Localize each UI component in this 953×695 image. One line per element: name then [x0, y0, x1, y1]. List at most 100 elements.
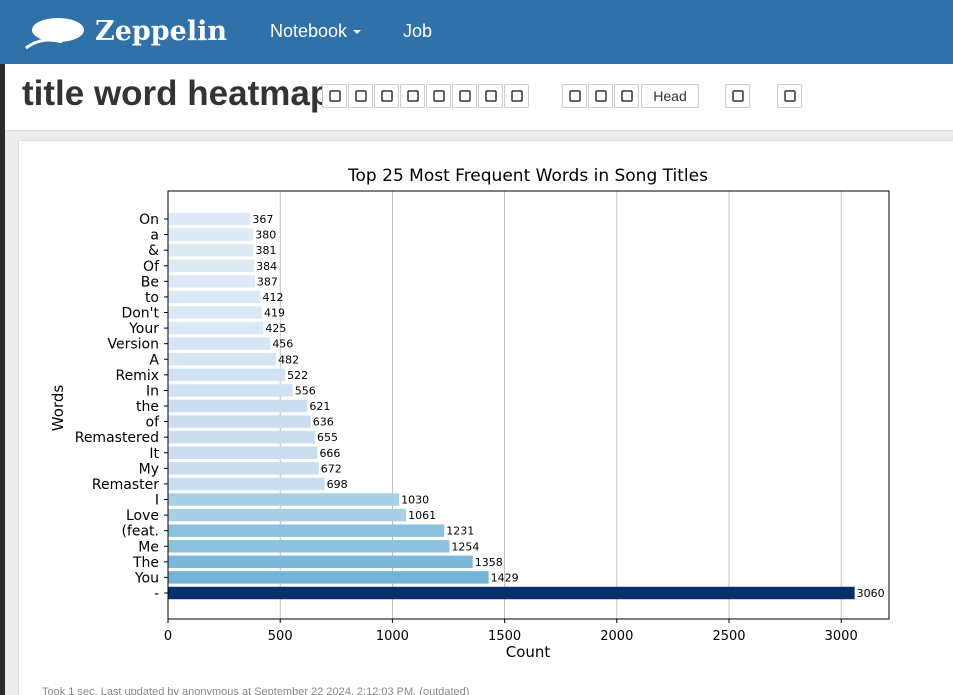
value-label: 1429: [491, 571, 519, 584]
icon: [381, 90, 393, 102]
bar: [168, 321, 264, 335]
notebook-title[interactable]: title word heatmap: [22, 74, 332, 113]
x-tick-label: 1000: [376, 629, 409, 644]
toolbar-button[interactable]: [504, 84, 529, 108]
y-tick-label: -: [154, 586, 159, 602]
bar: [168, 259, 255, 272]
value-label: 621: [309, 400, 330, 413]
icon: [511, 90, 523, 102]
bar: [168, 306, 263, 319]
x-tick-label: 500: [268, 629, 293, 644]
toolbar-button[interactable]: [322, 84, 347, 108]
y-tick-label: You: [134, 570, 159, 586]
toolbar-button[interactable]: [562, 84, 587, 108]
value-label: 419: [264, 307, 285, 320]
toolbar-button[interactable]: [588, 84, 613, 108]
y-tick-label: Be: [141, 274, 159, 290]
caret: [353, 30, 362, 35]
y-tick-label: Me: [138, 539, 159, 555]
bar: [168, 399, 308, 413]
y-tick-label: It: [149, 446, 159, 462]
value-label: 556: [295, 384, 316, 397]
y-tick-label: the: [136, 399, 159, 415]
y-tick-label: Love: [126, 508, 159, 524]
bar: [168, 524, 445, 537]
value-label: 1030: [401, 494, 429, 507]
menu-label[interactable]: Notebook: [270, 21, 348, 41]
toolbar-button[interactable]: [614, 84, 639, 108]
y-tick-label: Remix: [115, 368, 159, 384]
left-edge: [0, 64, 5, 695]
display-mode[interactable]: Head: [641, 84, 699, 108]
value-label: 522: [287, 369, 308, 382]
x-tick-label: 3000: [825, 629, 858, 644]
y-tick-label: A: [149, 352, 159, 368]
paragraph: Top 25 Most Frequent Words in Song Title…: [19, 141, 953, 695]
menu-notebook[interactable]: Notebook: [270, 21, 362, 42]
value-label: 482: [278, 353, 299, 366]
x-tick-label: 2000: [600, 629, 633, 644]
bar: [168, 337, 271, 350]
bar: [168, 430, 315, 444]
bar: [168, 243, 254, 257]
value-label: 384: [256, 260, 277, 273]
y-tick-label: In: [146, 383, 159, 399]
value-label: 380: [255, 229, 276, 242]
paragraph-footer: Took 1 sec. Last updated by anonymous at…: [42, 686, 470, 695]
icon: [433, 90, 445, 102]
value-label: 3060: [857, 587, 885, 600]
y-tick-label: Version: [108, 337, 159, 353]
y-tick-label: My: [139, 461, 159, 477]
bar: [168, 415, 311, 428]
y-tick-label: Remastered: [75, 430, 159, 446]
toolbar-button[interactable]: [725, 84, 750, 108]
bar: [168, 555, 473, 569]
bar: [168, 368, 286, 382]
y-tick-label: I: [155, 493, 159, 509]
brand[interactable]: Zeppelin: [95, 16, 227, 47]
icon: [355, 90, 367, 102]
bar: [168, 508, 407, 522]
value-label: 655: [317, 431, 338, 444]
bar: [168, 477, 325, 491]
icon: [329, 90, 341, 102]
value-label: 1061: [408, 509, 436, 522]
bar: [168, 384, 293, 397]
icon: [485, 90, 497, 102]
toolbar-button[interactable]: [400, 84, 425, 108]
toolbar-button[interactable]: [348, 84, 373, 108]
x-tick-label: 0: [164, 629, 172, 644]
value-label: 367: [252, 213, 273, 226]
x-tick-label: 1500: [488, 629, 521, 644]
bar: [168, 586, 855, 600]
icon: [459, 90, 471, 102]
toolbar-button[interactable]: [452, 84, 477, 108]
icon: [569, 90, 581, 102]
y-tick-label: Don't: [121, 306, 159, 322]
y-tick-label: of: [146, 415, 161, 431]
y-tick-label: On: [139, 212, 159, 228]
bar: [168, 228, 254, 241]
chart: Top 25 Most Frequent Words in Song Title…: [49, 166, 890, 661]
y-tick-label: (feat.: [121, 524, 159, 540]
y-tick-label: &: [148, 243, 159, 259]
menu-job[interactable]: Job: [403, 21, 433, 41]
bar: [168, 493, 400, 506]
plot-frame: [167, 190, 890, 620]
value-label: 1358: [475, 556, 503, 569]
icon: [407, 90, 419, 102]
bar: [168, 571, 489, 584]
value-label: 666: [319, 447, 340, 460]
toolbar-button[interactable]: [426, 84, 451, 108]
bar: [168, 540, 450, 553]
value-label: 387: [257, 275, 278, 288]
value-label: 1231: [446, 525, 474, 538]
x-tick-label: 2500: [712, 629, 745, 644]
toolbar-button[interactable]: [374, 84, 399, 108]
y-tick-label: Of: [143, 259, 160, 275]
notebook-header: title word heatmap Head: [5, 64, 953, 131]
toolbar-button[interactable]: [777, 84, 802, 108]
y-axis-label: Words: [49, 385, 67, 432]
toolbar-button[interactable]: [478, 84, 503, 108]
y-tick-label: Your: [128, 321, 159, 337]
